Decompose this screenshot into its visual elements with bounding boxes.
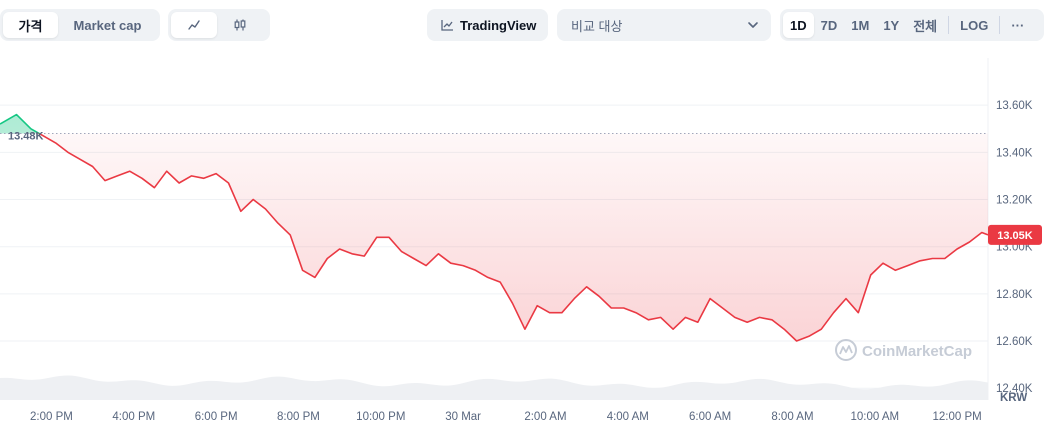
tab-price[interactable]: 가격 (3, 12, 58, 38)
y-axis: 13.60K13.40K13.20K13.00K12.80K12.60K12.4… (996, 100, 1033, 395)
volume-bars (0, 375, 988, 400)
y-tick-label: 13.60K (996, 100, 1033, 112)
coinmarketcap-logo-icon (835, 339, 857, 361)
volume-area (0, 375, 988, 400)
tradingview-chart-icon (441, 20, 453, 31)
price-area-below-open (0, 133, 988, 341)
y-tick-label: 12.60K (996, 336, 1033, 348)
range-1y[interactable]: 1Y (883, 17, 900, 33)
range-7d[interactable]: 7D (820, 17, 838, 33)
last-price-value: 13.05K (997, 230, 1033, 242)
x-tick-label: 6:00 AM (689, 411, 731, 423)
x-tick-label: 12:00 PM (933, 411, 982, 423)
line-chart-button[interactable] (171, 12, 217, 38)
compare-placeholder: 비교 대상 (571, 18, 623, 34)
watermark: CoinMarketCap (835, 339, 972, 361)
chart-type-toggle (168, 9, 270, 41)
time-range-selector: 1D 7D 1M 1Y 전체 LOG ··· (780, 9, 1044, 41)
currency-label: KRW (1000, 392, 1027, 404)
y-tick-label: 13.40K (996, 147, 1033, 159)
x-tick-label: 10:00 AM (850, 411, 899, 423)
open-price-label: 13.48K (8, 130, 44, 142)
x-tick-label: 8:00 AM (771, 411, 813, 423)
view-tabs: 가격 Market cap (0, 9, 160, 41)
x-tick-label: 4:00 PM (112, 411, 155, 423)
coinmarketcap-logo-mark (839, 345, 853, 355)
last-price-tag-bg (988, 224, 1042, 245)
range-1m[interactable]: 1M (851, 17, 870, 33)
range-all[interactable]: 전체 (913, 18, 938, 34)
log-scale-button[interactable]: LOG (960, 17, 989, 33)
chart-toolbar: 가격 Market cap TradingView 비교 대상 (0, 0, 1044, 50)
last-price-tag: 13.05K (988, 224, 1042, 245)
x-tick-label: 10:00 PM (356, 411, 405, 423)
x-tick-label: 8:00 PM (277, 411, 320, 423)
range-divider (948, 16, 950, 34)
more-options-button[interactable]: ··· (1011, 17, 1025, 33)
range-1d[interactable]: 1D (783, 12, 814, 38)
candlestick-button[interactable] (217, 12, 263, 38)
y-tick-label: 12.80K (996, 289, 1033, 301)
x-tick-label: 6:00 PM (195, 411, 238, 423)
x-tick-label: 30 Mar (445, 411, 481, 423)
tab-market-cap[interactable]: Market cap (73, 17, 142, 33)
x-tick-label: 2:00 AM (524, 411, 566, 423)
price-chart: 13.48K 13.60K13.40K13.20K13.00K12.80K12.… (0, 58, 1042, 423)
tradingview-label: TradingView (460, 17, 537, 33)
range-divider-2 (999, 16, 1001, 34)
candlestick-icon (234, 19, 246, 31)
x-tick-label: 2:00 PM (30, 411, 73, 423)
x-axis: 2:00 PM 4:00 PM 6:00 PM 8:00 PM 10:00 PM 30 M… (30, 411, 982, 423)
price-line-below-open (37, 133, 988, 342)
compare-select[interactable]: 비교 대상 (557, 9, 771, 41)
chevron-down-icon (748, 22, 758, 28)
y-tick-label: 12.40K (996, 383, 1033, 395)
tradingview-button[interactable]: TradingView (427, 9, 548, 41)
line-chart-icon (188, 20, 200, 30)
watermark-text: CoinMarketCap (862, 343, 972, 360)
y-tick-label: 13.20K (996, 195, 1033, 207)
x-tick-label: 4:00 AM (607, 411, 649, 423)
